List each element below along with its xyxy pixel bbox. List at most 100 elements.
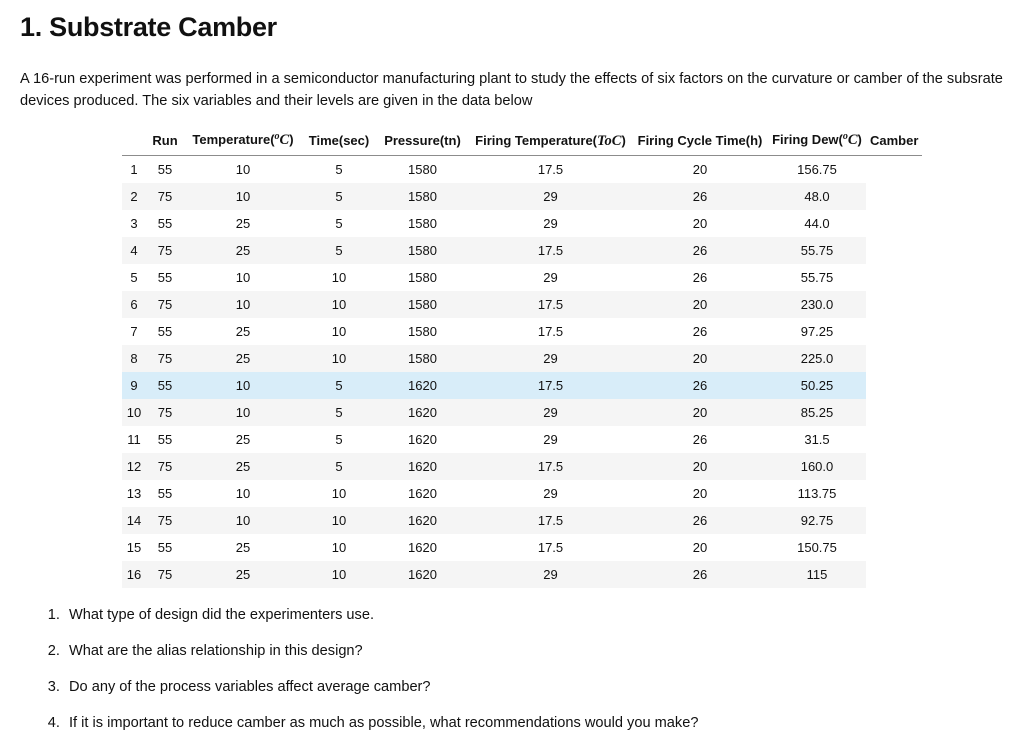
row-index-cell: 13	[126, 486, 142, 501]
data-cell: 5	[335, 216, 343, 231]
row-index-cell: 4	[122, 237, 146, 264]
data-cell: 1620	[376, 507, 469, 534]
data-cell: 10	[184, 507, 302, 534]
data-cell: 75	[146, 237, 184, 264]
data-cell: 10	[302, 561, 376, 588]
data-cell: 26	[692, 324, 708, 339]
row-index-cell: 7	[130, 324, 138, 339]
table-row: 12 75 25 5 1620 17.5 20 160.0	[122, 453, 922, 480]
data-cell: 29	[469, 561, 632, 588]
data-cell: 55.75	[768, 237, 866, 264]
data-cell: 10	[184, 372, 302, 399]
data-cell: 75	[146, 183, 184, 210]
data-cell: 75	[146, 291, 184, 318]
row-index-cell: 16	[122, 561, 146, 588]
row-index-cell: 8	[122, 345, 146, 372]
column-header-firing-dew: Firing Dew(oC)	[768, 126, 866, 156]
table-header-row: Run Temperature(oC) Time(sec) Pressure(tn) F…	[122, 126, 923, 156]
questions-list: What type of design did the experimenter…	[20, 606, 1003, 732]
data-cell: 1580	[376, 291, 469, 318]
data-cell: 5	[302, 237, 376, 264]
data-cell: 29	[469, 345, 632, 372]
header-text: Temperature(	[192, 132, 275, 147]
data-cell: 20	[632, 453, 768, 480]
row-index-cell: 6	[122, 291, 146, 318]
data-cell: 29	[543, 270, 558, 285]
data-cell: 20	[692, 540, 708, 555]
header-math-text: ToC	[597, 132, 622, 149]
data-cell: 1580	[408, 324, 437, 339]
data-cell: 1580	[376, 183, 469, 210]
header-text: Pressure(tn)	[384, 133, 461, 148]
column-header-firing-temperature: Firing Temperature(ToC)	[469, 126, 632, 156]
column-header-camber: Camber	[866, 126, 923, 156]
header-text: Firing Cycle Time(h)	[637, 133, 763, 148]
data-cell: 55	[157, 432, 173, 447]
data-cell: 97.25	[800, 324, 834, 339]
data-cell: 55	[157, 324, 173, 339]
data-cell: 10	[331, 270, 347, 285]
data-cell: 26	[632, 507, 768, 534]
data-cell: 75	[146, 453, 184, 480]
data-cell: 29	[469, 399, 632, 426]
table-row: 4 75 25 5 1580 17.5 26 55.75	[122, 237, 922, 264]
data-cell: 75	[146, 399, 184, 426]
data-cell: 26	[632, 372, 768, 399]
header-text: )	[289, 132, 294, 147]
data-cell: 75	[146, 561, 184, 588]
data-cell: 10	[184, 291, 302, 318]
data-cell: 25	[235, 216, 251, 231]
data-cell: 17.5	[469, 291, 632, 318]
data-cell: 10	[184, 183, 302, 210]
data-cell: 55	[146, 372, 184, 399]
header-text: Firing Dew(	[772, 132, 843, 147]
data-cell: 1620	[376, 453, 469, 480]
data-cell: 156.75	[797, 162, 837, 177]
data-cell: 5	[302, 453, 376, 480]
table-row: 15 55 25 10 1620 17.5 20 150.75	[122, 534, 922, 561]
data-cell: 25	[184, 237, 302, 264]
data-cell: 29	[543, 216, 558, 231]
header-text: )	[857, 132, 862, 147]
table-row: 16 75 25 10 1620 29 26 115	[122, 561, 922, 588]
column-header-index	[122, 126, 146, 156]
data-cell: 10	[302, 291, 376, 318]
table-row: 5 55 10 10 1580 29 26 55.75	[122, 264, 922, 291]
question-item-2: What are the alias relationship in this …	[64, 642, 1003, 660]
data-cell: 1620	[408, 486, 437, 501]
data-cell: 225.0	[768, 345, 866, 372]
table-row: 6 75 10 10 1580 17.5 20 230.0	[122, 291, 922, 318]
data-cell: 55	[157, 486, 173, 501]
page-title: 1. Substrate Camber	[20, 12, 277, 42]
data-cell: 75	[146, 345, 184, 372]
data-cell: 1580	[376, 345, 469, 372]
data-cell: 5	[302, 183, 376, 210]
data-cell: 10	[331, 540, 347, 555]
data-cell: 5	[302, 399, 376, 426]
question-item-3: Do any of the process variables affect a…	[64, 678, 1003, 696]
data-cell: 26	[692, 270, 708, 285]
data-cell: 20	[692, 486, 708, 501]
row-index-cell: 14	[122, 507, 146, 534]
data-cell: 1620	[376, 561, 469, 588]
data-cell: 29	[543, 486, 558, 501]
data-cell: 26	[632, 237, 768, 264]
data-cell: 1620	[408, 432, 437, 447]
row-index-cell: 11	[127, 432, 141, 447]
header-text: Run	[152, 133, 178, 148]
table-row: 7 55 25 10 1580 17.5 26 97.25	[122, 318, 922, 345]
data-cell: 55	[157, 162, 173, 177]
data-cell: 1580	[408, 216, 437, 231]
data-cell: 1580	[408, 270, 437, 285]
data-cell: 17.5	[469, 453, 632, 480]
table-row: 11 55 25 5 1620 29 26 31.5	[122, 426, 922, 453]
table-row: 1 55 10 5 1580 17.5 20 156.75	[122, 156, 922, 184]
data-cell: 1620	[376, 372, 469, 399]
header-math-text: o	[842, 131, 848, 142]
data-cell: 115	[768, 561, 866, 588]
data-cell: 25	[235, 432, 251, 447]
data-cell: 26	[632, 561, 768, 588]
data-cell: 20	[692, 216, 708, 231]
data-cell: 25	[184, 561, 302, 588]
table-row-highlighted: 9 55 10 5 1620 17.5 26 50.25	[122, 372, 922, 399]
